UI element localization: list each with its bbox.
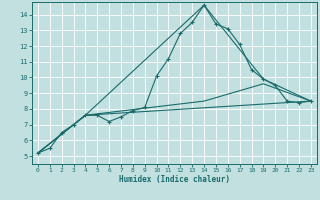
X-axis label: Humidex (Indice chaleur): Humidex (Indice chaleur): [119, 175, 230, 184]
